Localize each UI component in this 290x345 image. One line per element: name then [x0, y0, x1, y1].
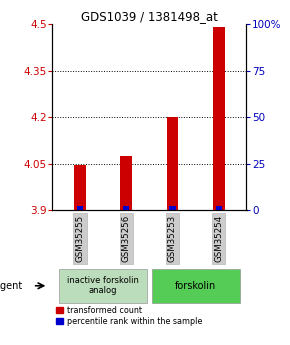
- Bar: [213, 27, 224, 210]
- Text: GSM35256: GSM35256: [122, 215, 131, 262]
- Bar: [169, 206, 176, 209]
- Text: GSM35253: GSM35253: [168, 215, 177, 262]
- Bar: [123, 206, 129, 209]
- Bar: [120, 156, 132, 210]
- Text: GSM35255: GSM35255: [75, 215, 84, 262]
- Bar: [215, 206, 222, 209]
- Text: agent: agent: [0, 281, 23, 291]
- Text: inactive forskolin
analog: inactive forskolin analog: [67, 276, 139, 295]
- Bar: [167, 117, 178, 210]
- Text: GSM35254: GSM35254: [214, 215, 223, 262]
- Text: forskolin: forskolin: [175, 281, 216, 291]
- Bar: [74, 165, 86, 210]
- Bar: [77, 206, 83, 209]
- Title: GDS1039 / 1381498_at: GDS1039 / 1381498_at: [81, 10, 218, 23]
- Legend: transformed count, percentile rank within the sample: transformed count, percentile rank withi…: [56, 306, 202, 326]
- FancyBboxPatch shape: [59, 269, 147, 303]
- FancyBboxPatch shape: [152, 269, 240, 303]
